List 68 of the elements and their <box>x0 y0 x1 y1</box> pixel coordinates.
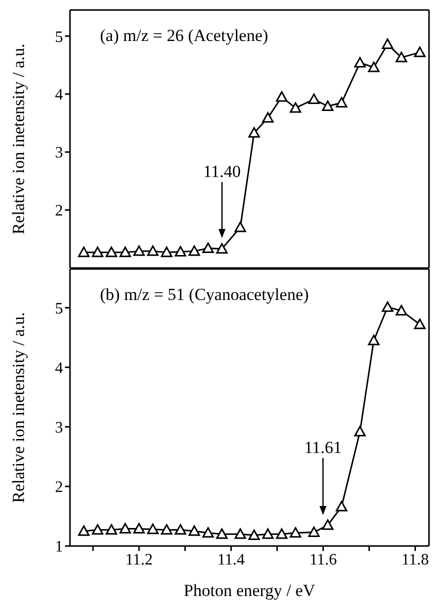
point <box>322 519 334 530</box>
point <box>160 524 172 535</box>
y-tick-label: 3 <box>55 420 63 437</box>
x-tick-label: 11.6 <box>309 551 337 568</box>
point <box>92 524 104 535</box>
point <box>290 102 302 113</box>
point <box>188 245 200 256</box>
y-tick-label: 2 <box>55 479 63 496</box>
point <box>336 500 348 512</box>
point <box>160 246 172 258</box>
point <box>188 525 200 536</box>
point <box>133 522 145 534</box>
point <box>290 527 302 538</box>
point <box>106 246 118 258</box>
point <box>119 522 131 534</box>
y-tick-label: 2 <box>55 202 63 220</box>
point <box>414 46 426 58</box>
y-tick-label: 4 <box>55 360 63 377</box>
y-axis-title: Relative ion inetensity / a.u. <box>9 44 28 234</box>
point <box>262 528 274 539</box>
point <box>216 528 228 539</box>
text: (b) m/z = 51 (Cyanoacetylene) <box>100 285 309 305</box>
x-axis-title: Photon energy / eV <box>184 581 316 600</box>
point <box>92 246 104 258</box>
point <box>276 91 288 102</box>
point <box>414 318 426 330</box>
point <box>147 524 159 534</box>
point <box>322 100 334 111</box>
point <box>216 243 228 254</box>
point <box>368 334 380 346</box>
text: (a) m/z = 26 (Acetylene) <box>100 26 268 46</box>
point <box>354 57 366 68</box>
point <box>174 524 186 535</box>
point <box>308 94 320 104</box>
point <box>382 38 394 49</box>
y-tick-label: 3 <box>55 144 63 162</box>
point <box>262 112 274 123</box>
point <box>202 527 214 538</box>
point <box>106 524 118 535</box>
y-tick-label: 1 <box>55 538 63 556</box>
point <box>119 246 131 258</box>
point <box>396 304 408 316</box>
point <box>147 245 159 256</box>
x-tick-label: 11.8 <box>401 551 429 568</box>
point <box>234 222 246 232</box>
point <box>248 530 260 540</box>
point <box>248 127 260 138</box>
point <box>234 528 246 539</box>
point <box>354 426 366 436</box>
x-tick-label: 11.4 <box>217 551 245 568</box>
point <box>133 245 145 256</box>
y-tick-label: 5 <box>55 28 63 46</box>
point <box>202 242 214 254</box>
y-axis-title: Relative ion inetensity / a.u. <box>9 312 28 503</box>
annotation: 11.40 <box>202 162 242 182</box>
point <box>382 301 394 312</box>
point <box>308 526 320 538</box>
point <box>78 525 90 536</box>
y-tick-label: 4 <box>55 86 63 104</box>
point <box>78 246 90 258</box>
point <box>336 97 348 108</box>
point <box>396 52 408 62</box>
annotation: 11.61 <box>303 438 343 458</box>
point <box>276 528 288 539</box>
x-tick-label: 11.2 <box>125 551 153 568</box>
point <box>368 62 380 72</box>
point <box>174 246 186 257</box>
y-tick-label: 5 <box>55 300 63 318</box>
